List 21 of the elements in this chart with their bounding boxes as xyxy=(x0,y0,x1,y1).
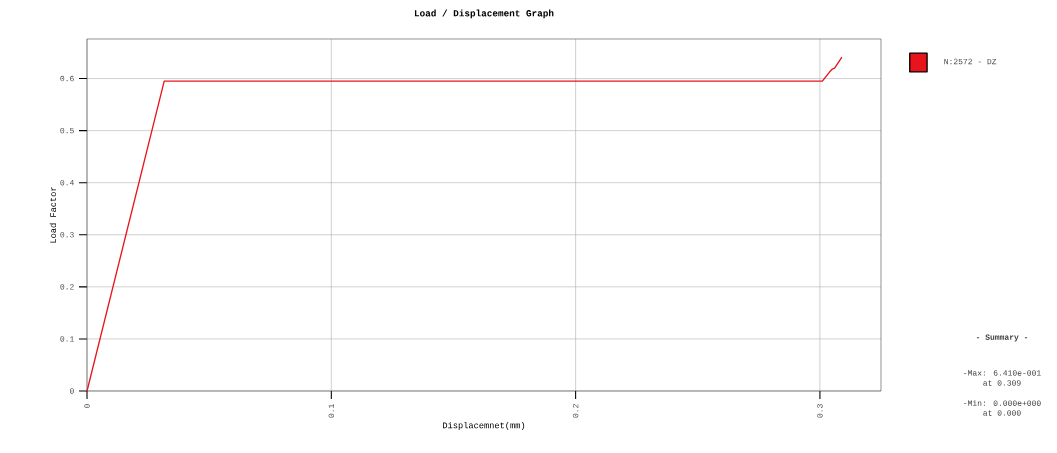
y-tick-label: 0.1 xyxy=(60,336,74,342)
y-axis-title: Load Factor xyxy=(49,187,57,243)
y-tick-label: 0.6 xyxy=(60,75,74,82)
y-tick-label: 0.3 xyxy=(60,232,74,238)
x-tick-label: 0.3 xyxy=(817,404,823,418)
text: - Summary - xyxy=(976,334,1028,342)
x-tick-label: 0 xyxy=(84,404,90,409)
text: at 0.000 xyxy=(983,410,1021,416)
text: at 0.309 xyxy=(983,380,1021,386)
chart-title: Load / Displacement Graph xyxy=(414,9,554,19)
legend-label: N:2572 - DZ xyxy=(944,58,997,65)
x-axis-title: Displacemnet(mm) xyxy=(443,421,525,430)
x-tick-label: 0.1 xyxy=(328,404,335,418)
y-tick-label: 0.5 xyxy=(60,127,74,134)
line-series xyxy=(86,56,843,392)
text: -Min: 0.000e+000 xyxy=(964,400,1041,406)
y-tick-label: 0.2 xyxy=(60,284,74,290)
x-tick-label: 0.2 xyxy=(572,404,579,418)
y-tick-label: 0 xyxy=(69,388,74,394)
y-tick-label: 0.4 xyxy=(60,179,74,186)
text: -Max: 6.410e-001 xyxy=(964,370,1041,376)
